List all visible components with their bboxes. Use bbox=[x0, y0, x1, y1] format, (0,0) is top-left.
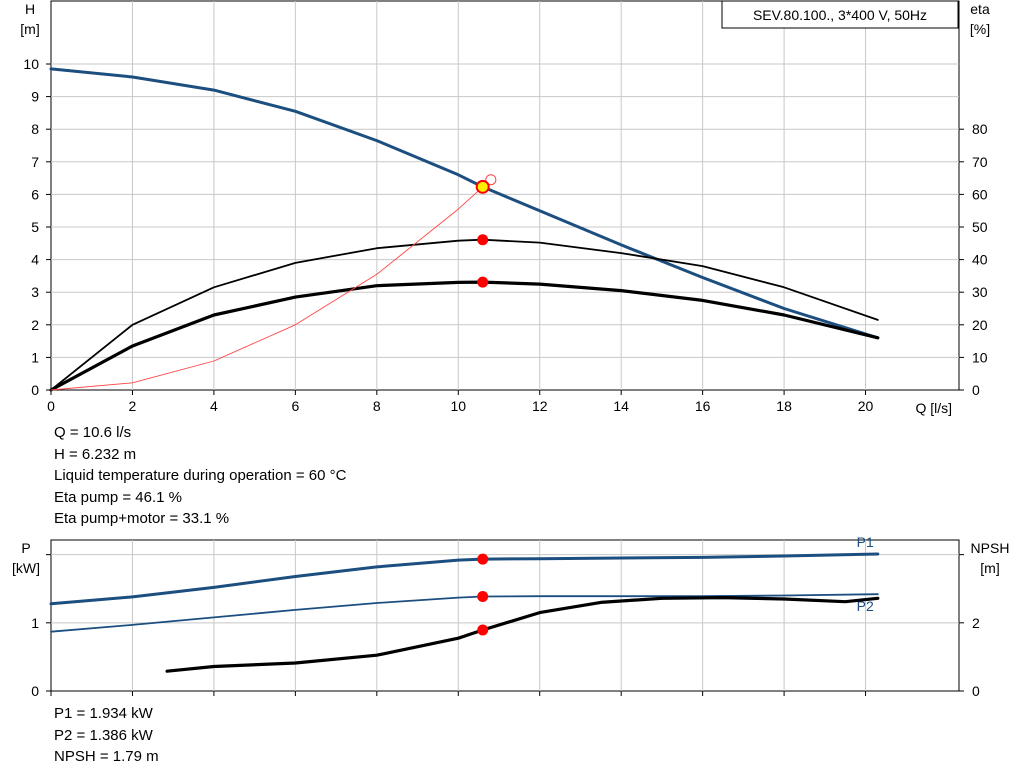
info-flow: Q = 10.6 l/s bbox=[54, 424, 132, 441]
x-tick-label: 0 bbox=[47, 398, 55, 414]
duty-point-NPSH bbox=[477, 624, 489, 636]
info-eta-pump-motor: Eta pump+motor = 33.1 % bbox=[54, 510, 230, 527]
power-tick-label: 0 bbox=[31, 683, 39, 699]
npsh-tick-label: 0 bbox=[972, 683, 980, 699]
head-tick-label: 1 bbox=[31, 349, 39, 365]
legend-box-text: SEV.80.100., 3*400 V, 50Hz bbox=[753, 7, 927, 23]
head-tick-label: 6 bbox=[31, 186, 39, 202]
legend-box bbox=[721, 0, 959, 29]
x-tick-label: 4 bbox=[210, 398, 218, 414]
head-tick-label: 3 bbox=[31, 284, 39, 300]
series-NPSH bbox=[165, 595, 880, 673]
info-p2: P2 = 1.386 kW bbox=[54, 726, 153, 744]
x-tick-label: 18 bbox=[776, 398, 792, 414]
power-tick-label: 1 bbox=[31, 615, 39, 631]
head-tick-label: 10 bbox=[23, 56, 39, 72]
eta-axis-label: eta bbox=[970, 1, 990, 17]
duty-info-bottom: P1 = 1.934 kW P2 = 1.386 kW NPSH = 1.79 … bbox=[54, 703, 159, 768]
bottom-plot-frame bbox=[50, 539, 960, 692]
info-npsh: NPSH = 1.79 m bbox=[54, 748, 159, 765]
head-tick-label: 5 bbox=[31, 219, 39, 235]
x-tick-label: 10 bbox=[450, 398, 466, 414]
series-P1 bbox=[49, 552, 880, 606]
series-H bbox=[49, 67, 880, 340]
head-axis-label: H bbox=[25, 1, 35, 17]
power-axis-unit: [kW] bbox=[12, 560, 40, 576]
head-tick-label: 9 bbox=[31, 89, 39, 105]
head-tick-label: 7 bbox=[31, 154, 39, 170]
eta-axis-unit: [%] bbox=[970, 21, 990, 37]
series-eta_pump bbox=[50, 238, 879, 391]
info-liquid-temperature: Liquid temperature during operation = 60… bbox=[54, 467, 347, 484]
x-tick-label: 6 bbox=[291, 398, 299, 414]
duty-point-eta_pump_motor bbox=[477, 276, 489, 288]
duty-point-P1 bbox=[477, 553, 489, 565]
series-label-P1: P1 bbox=[857, 534, 874, 550]
duty-point-eta_pump bbox=[477, 234, 489, 246]
eta-tick-label: 10 bbox=[972, 349, 988, 365]
info-eta-pump: Eta pump = 46.1 % bbox=[54, 488, 182, 506]
head-tick-label: 0 bbox=[31, 382, 39, 398]
eta-tick-label: 80 bbox=[972, 121, 988, 137]
head-axis-unit: [m] bbox=[20, 21, 39, 37]
head-tick-label: 8 bbox=[31, 121, 39, 137]
info-p1: P1 = 1.934 kW bbox=[54, 705, 153, 722]
x-tick-label: 8 bbox=[373, 398, 381, 414]
npsh-axis-unit: [m] bbox=[980, 560, 999, 576]
flow-axis-label: Q [l/s] bbox=[915, 400, 952, 416]
eta-tick-label: 60 bbox=[972, 186, 988, 202]
series-eta_pump_motor bbox=[49, 280, 880, 392]
eta-tick-label: 40 bbox=[972, 252, 988, 268]
x-tick-label: 20 bbox=[858, 398, 874, 414]
duty-info-top: Q = 10.6 l/s H = 6.232 m Liquid temperat… bbox=[54, 422, 346, 530]
duty-point-H bbox=[475, 179, 490, 194]
head-tick-label: 4 bbox=[31, 252, 39, 268]
pump-curve-chart: 0 2 4 6 8 10 12 14 16 18 2001234567891001020304050… bbox=[12, 0, 1010, 699]
x-tick-label: 14 bbox=[613, 398, 629, 414]
x-tick-label: 2 bbox=[129, 398, 137, 414]
eta-tick-label: 20 bbox=[972, 317, 988, 333]
series-label-P2: P2 bbox=[857, 598, 874, 614]
info-head: H = 6.232 m bbox=[54, 445, 137, 463]
x-tick-label: 16 bbox=[695, 398, 711, 414]
eta-tick-label: 0 bbox=[972, 382, 980, 398]
npsh-tick-label: 2 bbox=[972, 615, 980, 631]
npsh-axis-label: NPSH bbox=[971, 540, 1010, 556]
system-curve-open-point bbox=[485, 174, 497, 186]
power-axis-label: P bbox=[21, 540, 30, 556]
x-tick-label: 12 bbox=[532, 398, 548, 414]
eta-tick-label: 50 bbox=[972, 219, 988, 235]
eta-tick-label: 70 bbox=[972, 154, 988, 170]
duty-point-P2 bbox=[477, 591, 489, 602]
head-tick-label: 2 bbox=[31, 317, 39, 333]
eta-tick-label: 30 bbox=[972, 284, 988, 300]
